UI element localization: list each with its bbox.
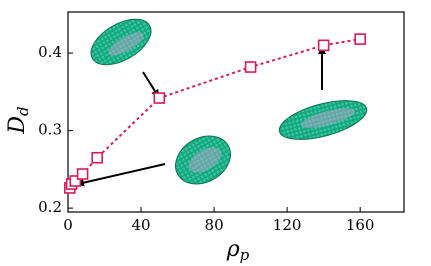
- x-tick-label: 40: [131, 216, 150, 234]
- marker: [317, 39, 330, 52]
- y-axis-label: Dd: [5, 106, 32, 134]
- x-tick-label: 80: [205, 216, 224, 234]
- x-label-sub: p: [240, 246, 250, 264]
- snapshots: [90, 18, 368, 185]
- x-tick-label: 120: [273, 216, 302, 234]
- y-label-main: D: [5, 116, 30, 135]
- y-tick-label: 0.4: [38, 43, 62, 61]
- marker: [153, 92, 166, 104]
- marker: [354, 33, 366, 45]
- plot-frame: [67, 11, 405, 213]
- marker: [244, 61, 257, 73]
- x-tick-label: 160: [346, 216, 375, 234]
- marker: [76, 168, 89, 180]
- x-tick-label: 0: [63, 216, 73, 234]
- y-tick-label: 0.3: [38, 121, 62, 139]
- x-axis-label: ρp: [226, 237, 250, 264]
- y-tick-label: 0.2: [38, 198, 62, 216]
- marker: [69, 175, 82, 187]
- marker: [91, 151, 104, 164]
- y-label-sub: d: [14, 106, 32, 116]
- x-label-main: ρ: [226, 237, 240, 262]
- arrows: [76, 46, 326, 187]
